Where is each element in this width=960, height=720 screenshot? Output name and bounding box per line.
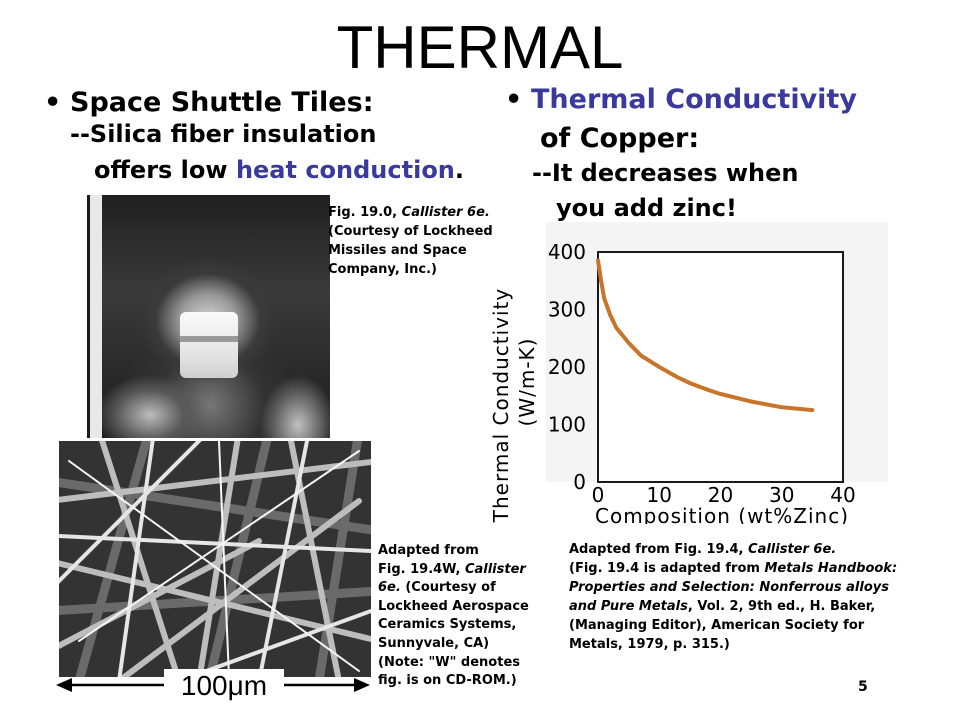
x-axis-label: Composition (wt%Zinc) [595, 504, 849, 524]
x-tick-label: 20 [708, 483, 733, 507]
y-axis-label-line1: Thermal Conductivity [489, 288, 513, 523]
data-point [750, 400, 752, 403]
scale-label: 100μm [164, 669, 284, 703]
page-number: 5 [858, 679, 868, 695]
thermal-conductivity-chart: 0 100 200 300 400 0 10 20 30 40 Thermal Conducti… [489, 222, 888, 524]
y-tick-label: 100 [548, 413, 586, 437]
y-tick-label: 300 [548, 298, 586, 322]
left-line-2-start: offers low [94, 156, 236, 184]
left-line-2-end: . [454, 156, 465, 184]
chart-caption: Adapted from Fig. 19.4, Callister 6e. (Fi… [569, 542, 898, 652]
data-point [600, 279, 602, 282]
data-point [719, 393, 722, 395]
right-line-2: you add zinc! [556, 194, 737, 222]
y-tick-label: 400 [548, 240, 586, 264]
data-point [780, 406, 783, 409]
y-axis-label-line2: (W/m-K) [515, 338, 539, 427]
right-heading: • Thermal Conductivity [505, 83, 857, 117]
data-point [689, 382, 691, 384]
x-tick-label: 0 [592, 483, 605, 507]
data-point [603, 297, 605, 299]
bullet-icon: • [505, 84, 523, 115]
data-point [615, 327, 618, 329]
left-line-2: offers low heat conduction. [94, 155, 464, 185]
left-heading-text: Space Shuttle Tiles: [70, 87, 374, 118]
right-line-1: --It decreases when [532, 159, 799, 187]
silica-tile-block [180, 312, 238, 378]
plot-frame [597, 251, 844, 483]
left-line-2-highlight: heat conduction [235, 156, 455, 184]
fiber-caption: Adapted from Fig. 19.4W, Callister 6e. (… [378, 543, 529, 689]
right-heading-line2: of Copper: [540, 123, 700, 154]
data-point [609, 314, 612, 317]
bullet-icon: • [44, 87, 62, 118]
shuttle-tile-photo [87, 195, 330, 438]
y-tick-label: 0 [573, 470, 586, 494]
data-point [597, 259, 599, 262]
data-point [811, 409, 814, 411]
left-line-1: --Silica fiber insulation [70, 120, 377, 148]
y-tick-label: 200 [548, 355, 586, 379]
x-tick-label: 30 [769, 483, 794, 507]
x-tick-label: 40 [830, 483, 855, 507]
x-tick-label: 10 [647, 483, 672, 507]
slide-title: THERMAL [336, 14, 624, 81]
data-point [627, 342, 630, 344]
silica-fiber-micrograph [59, 441, 371, 677]
photo-caption: Fig. 19.0, Callister 6e. (Courtesy of Lo… [328, 205, 493, 277]
left-heading: • Space Shuttle Tiles: [44, 86, 374, 120]
data-point [707, 389, 710, 391]
data-point [640, 354, 642, 357]
data-point [676, 376, 679, 379]
right-heading-line1: Thermal Conductivity [531, 84, 857, 115]
data-point [658, 366, 661, 368]
